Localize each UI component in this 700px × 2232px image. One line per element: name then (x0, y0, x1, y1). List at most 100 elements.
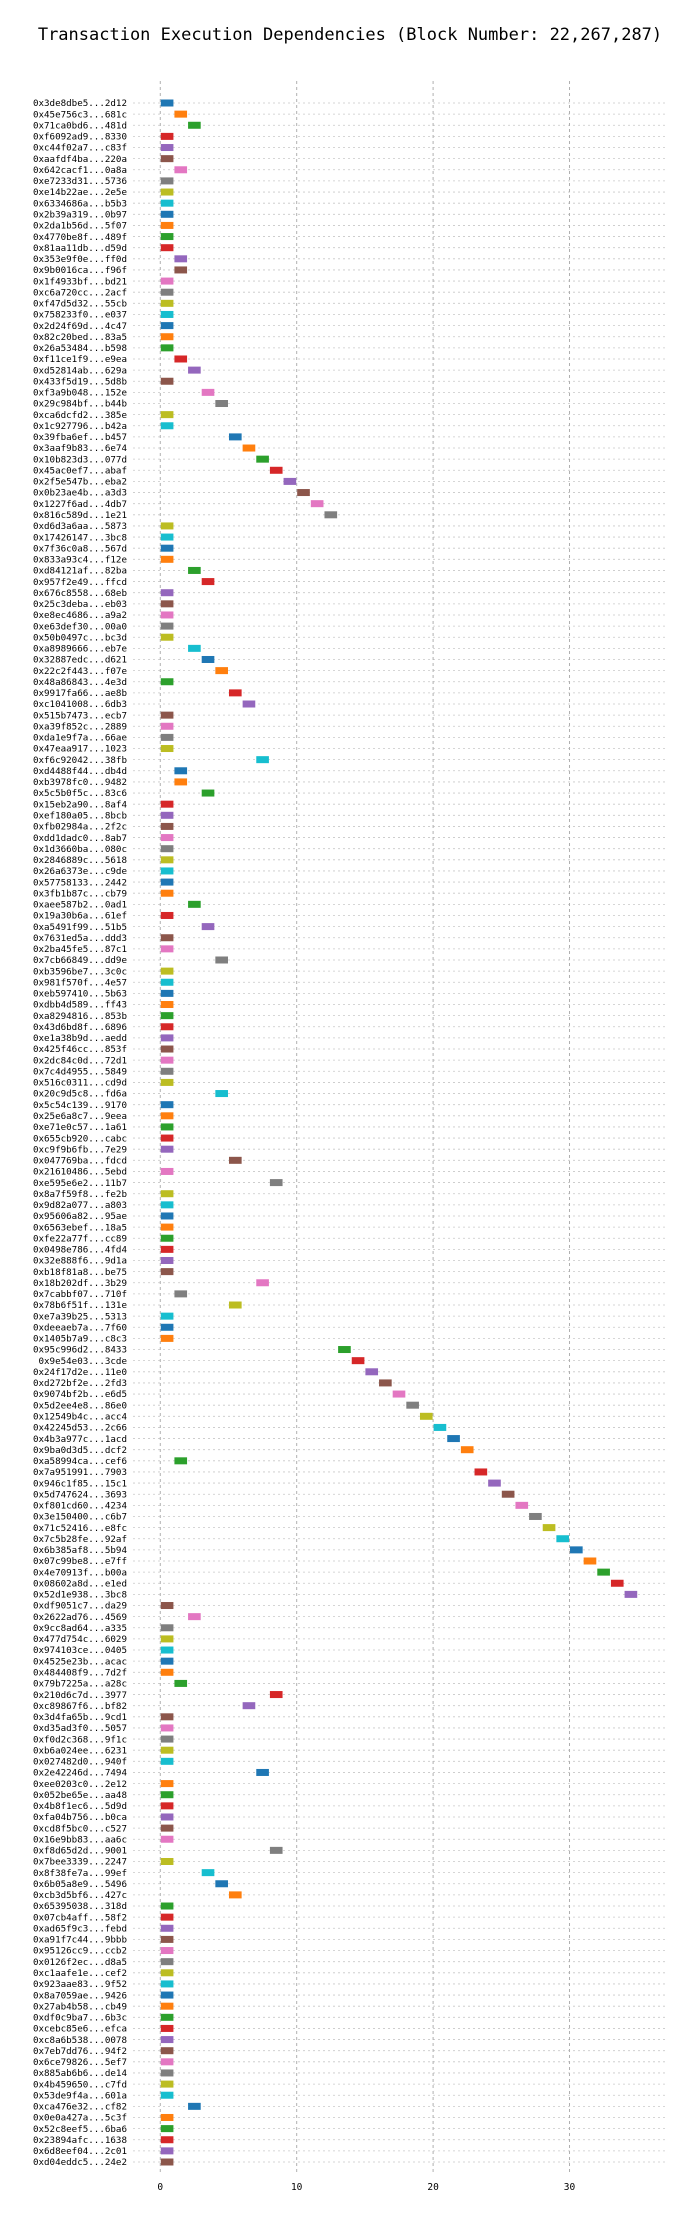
tx-bar (160, 1045, 174, 1053)
tx-label: 0xe1a38b9d...aedd (33, 1033, 127, 1044)
tx-label: 0x2e42246d...7494 (33, 1768, 128, 1779)
tx-bar (160, 533, 174, 541)
tx-label: 0x2dc84c0d...72d1 (33, 1055, 127, 1066)
tx-label: 0xa91f7c44...9bbb (33, 1935, 127, 1946)
tx-label: 0xb6a024ee...6231 (33, 1745, 127, 1756)
tx-bar (228, 1156, 242, 1164)
tx-label: 0xda1e9f7a...66ae (33, 733, 127, 744)
x-tick-label: 30 (564, 2182, 576, 2193)
tx-bar (338, 1346, 351, 1354)
tx-label: 0x07c99be8...e7ff (33, 1556, 127, 1567)
tx-bar (160, 1078, 174, 1086)
tx-label: 0x27ab4b58...cb49 (33, 2001, 127, 2012)
tx-bar (215, 956, 228, 964)
tx-label: 0xc1041008...6db3 (33, 699, 127, 710)
tx-label: 0xb3978fc0...9482 (33, 777, 127, 788)
tx-bar (529, 1512, 542, 1520)
tx-bar (269, 1691, 283, 1699)
tx-label: 0x9917fa66...ae8b (33, 688, 127, 699)
tx-bar (160, 1835, 174, 1843)
tx-bar (160, 600, 174, 608)
tx-label: 0x25c3deba...eb03 (33, 599, 127, 610)
tx-bar (256, 1768, 269, 1776)
tx-bar (160, 1624, 174, 1632)
tx-bar (174, 778, 188, 786)
tx-label: 0x23894afc...1638 (33, 2135, 127, 2146)
tx-bar (324, 511, 338, 519)
tx-bar (160, 555, 174, 563)
tx-bar (160, 867, 174, 875)
tx-bar (160, 177, 174, 185)
tx-label: 0x515b7473...ecb7 (33, 710, 127, 721)
tx-bar (160, 856, 174, 864)
tx-bar (160, 800, 174, 808)
tx-bar (474, 1468, 488, 1476)
tx-label: 0xc1aafe1e...cef2 (33, 1968, 127, 1979)
tx-label: 0x16e9bb83...aa6c (33, 1834, 127, 1845)
tx-bar (201, 578, 215, 586)
tx-label: 0x8a7f59f8...fe2b (33, 1189, 127, 1200)
tx-label: 0x3de8dbe5...2d12 (33, 98, 127, 109)
tx-bar (160, 210, 174, 218)
tx-label: 0xe7a39b25...5313 (33, 1311, 127, 1322)
tx-bar (515, 1501, 529, 1509)
tx-label: 0x17426147...3bc8 (33, 532, 127, 543)
tx-label: 0x7cabbf07...710f (33, 1289, 127, 1300)
tx-label: 0x08602a8d...e1ed (33, 1578, 127, 1589)
tx-label: 0x516c0311...cd9d (33, 1078, 127, 1089)
tx-bar (188, 121, 201, 129)
tx-bar (160, 244, 174, 252)
tx-bar (160, 822, 174, 830)
tx-bar (160, 934, 174, 942)
tx-label: 0x981f570f...4e57 (33, 977, 127, 988)
tx-bar (160, 711, 174, 719)
tx-bar (256, 1279, 269, 1287)
tx-label: 0x655cb920...cabc (33, 1133, 127, 1144)
tx-bar (351, 1357, 365, 1365)
tx-label: 0x9074bf2b...e6d5 (33, 1389, 127, 1400)
tx-bar (160, 967, 174, 975)
tx-bar (188, 2102, 201, 2110)
tx-label: 0x484408f9...7d2f (33, 1667, 127, 1678)
tx-label: 0x1405b7a9...c8c3 (33, 1334, 127, 1345)
tx-label: 0x9b0016ca...f96f (33, 265, 127, 276)
tx-bar (160, 1012, 174, 1020)
tx-label: 0xc44f02a7...c83f (33, 143, 127, 154)
tx-label: 0x047769ba...fdcd (33, 1156, 127, 1167)
tx-label: 0x816c589d...1e21 (33, 510, 127, 521)
tx-bar (160, 2047, 174, 2055)
tx-label: 0x3e150400...c6b7 (33, 1512, 127, 1523)
tx-label: 0x2da1b56d...5f07 (33, 221, 127, 232)
tx-bar (269, 1179, 283, 1187)
tx-bar (160, 622, 174, 630)
tx-bar (160, 978, 174, 986)
tx-bar (160, 2147, 174, 2155)
tx-bar (160, 1256, 174, 1264)
tx-bar (174, 1679, 188, 1687)
tx-label: 0x425f46cc...853f (33, 1044, 127, 1055)
tx-bar (201, 789, 215, 797)
tx-label: 0x43d6bd8f...6896 (33, 1022, 127, 1033)
tx-label: 0xb18f81a8...be75 (33, 1267, 127, 1278)
tx-label: 0x78b6f51f...131e (33, 1300, 127, 1311)
tx-label: 0xf0d2c368...9f1c (33, 1734, 127, 1745)
tx-bar (447, 1435, 460, 1443)
tx-label: 0x2b39a319...0b97 (33, 209, 127, 220)
tx-bar (160, 1212, 174, 1220)
tx-label: 0x2d24f69d...4c47 (33, 321, 127, 332)
tx-label: 0xa39f852c...2889 (33, 721, 127, 732)
tx-bar (160, 678, 174, 686)
tx-label: 0x3aaf9b83...6e74 (33, 443, 128, 454)
tx-label: 0x32e888f6...9d1a (33, 1256, 127, 1267)
tx-label: 0x8a7059ae...9426 (33, 1990, 127, 2001)
tx-label: 0xdf9051c7...da29 (33, 1601, 127, 1612)
tx-label: 0xc6a720cc...2acf (33, 287, 127, 298)
tx-bar (160, 99, 174, 107)
tx-bar (188, 566, 201, 574)
tx-label: 0x57758133...2442 (33, 877, 127, 888)
tx-bar (160, 522, 174, 530)
tx-label: 0x4b3a977c...1acd (33, 1434, 127, 1445)
tx-bar (488, 1479, 501, 1487)
tx-label: 0xe71e0c57...1a61 (33, 1122, 127, 1133)
